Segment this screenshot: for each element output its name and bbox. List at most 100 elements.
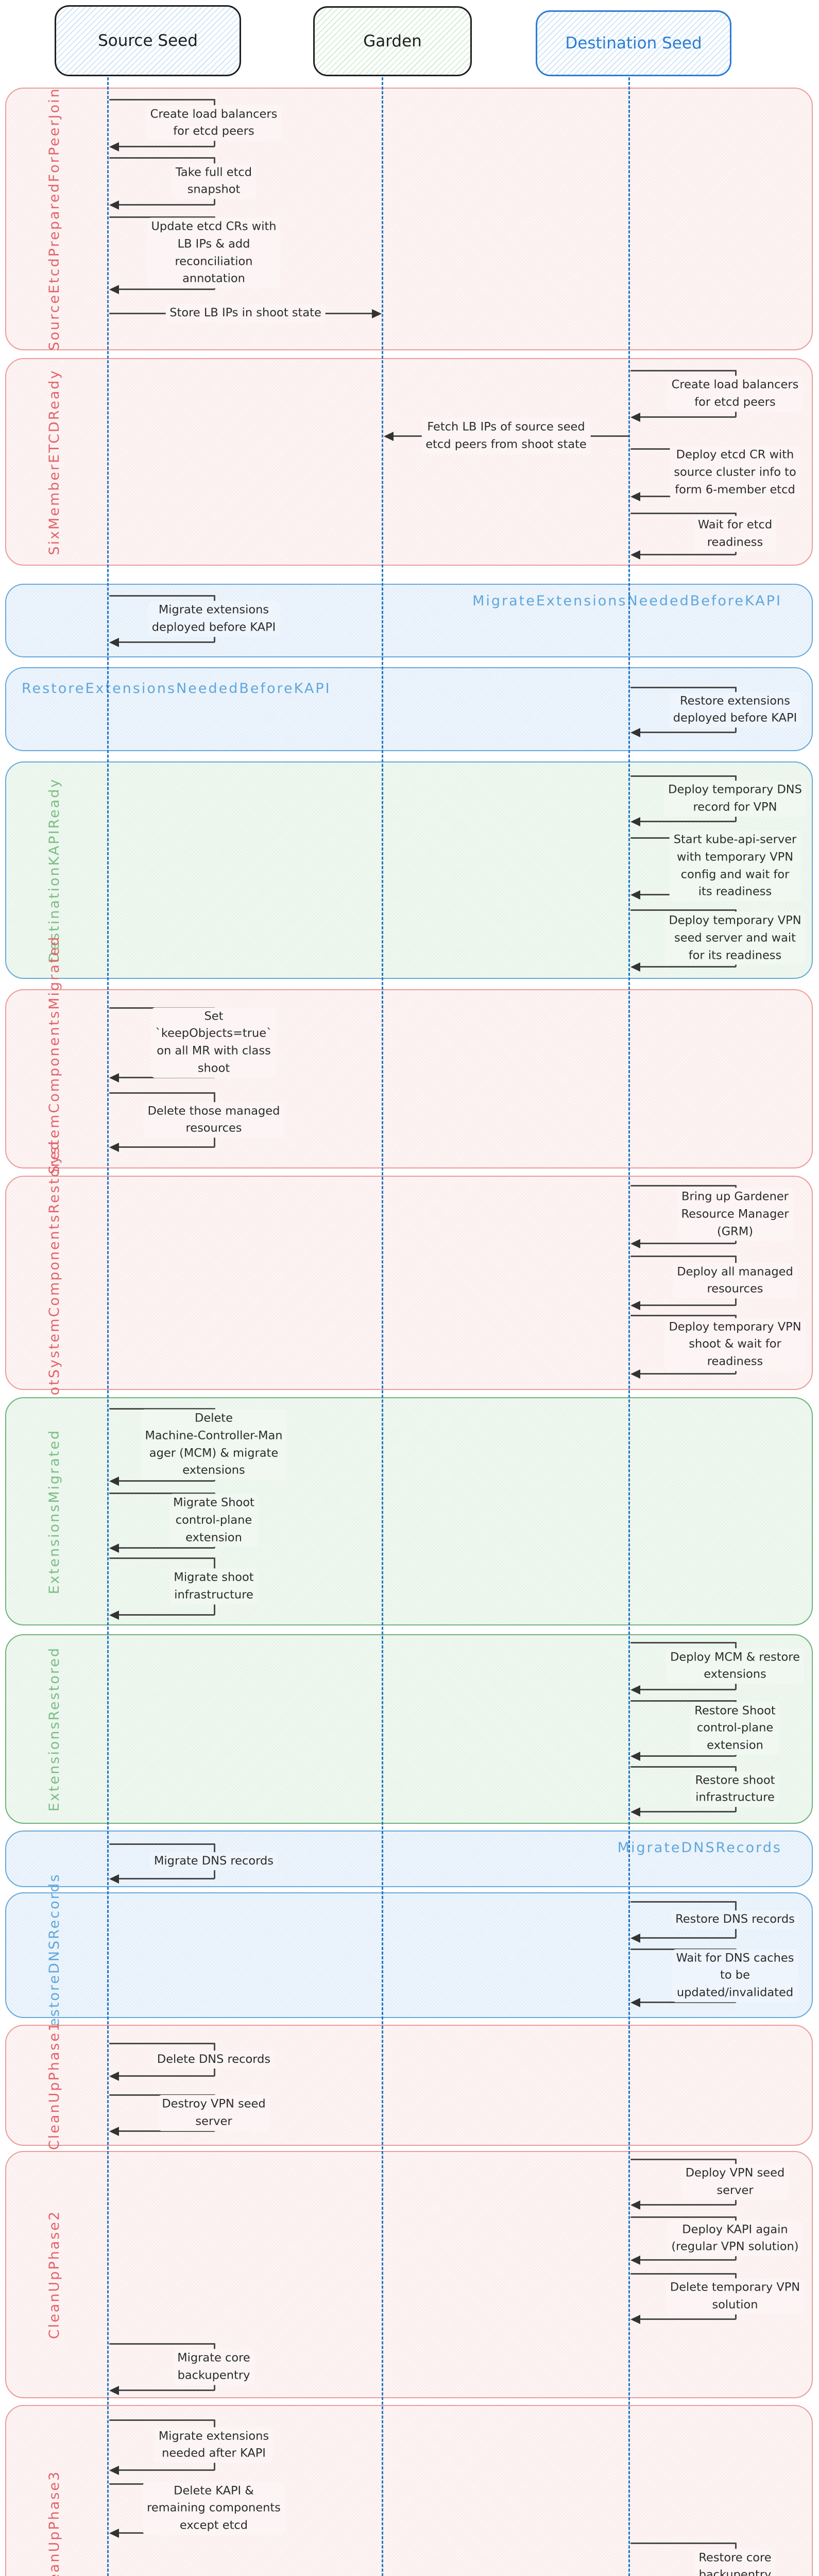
phase-label-restore-dnsrecords: RestoreDNSRecords	[46, 1873, 62, 2038]
arrowhead-icon	[630, 1752, 640, 1761]
lifeline-source	[107, 77, 109, 2576]
arrowhead-icon	[109, 1544, 119, 1553]
self-message-return-line	[640, 554, 736, 555]
self-message-return-line	[640, 1373, 736, 1375]
phase-label-source-etcd-prepared-for-peer-join: SourceEtcdPreparedForPeerJoin	[46, 87, 62, 351]
arrowhead-icon	[109, 2466, 119, 2475]
self-message-out-line	[630, 1185, 736, 1187]
message-text: Update etcd CRs with LB IPs & add reconc…	[147, 217, 281, 289]
actor-source-box: Source Seed	[55, 5, 241, 76]
self-message-return-line	[640, 1689, 736, 1690]
message-text: Deploy KAPI again (regular VPN solution)	[667, 2220, 803, 2257]
self-message-return-line	[640, 966, 736, 968]
phase-label-six-member-etcdready: SixMemberETCDReady	[46, 368, 62, 555]
self-message-return-line	[118, 1878, 215, 1879]
self-message-return-line	[640, 732, 736, 733]
self-message-return-line	[118, 1146, 215, 1148]
phase-label-restore-extensions-needed-before-kapi: RestoreExtensionsNeededBeforeKAPI	[22, 681, 331, 697]
arrowhead-icon	[630, 2200, 640, 2210]
self-message-out-line	[630, 909, 736, 911]
phase-label-extensions-restored: ExtensionsRestored	[46, 1646, 62, 1812]
self-message-out-line	[109, 216, 215, 218]
lifeline-garden	[382, 77, 383, 2576]
arrowhead-icon	[630, 413, 640, 422]
message-text: Migrate Shoot control-plane extension	[169, 1494, 259, 1547]
message-text: Migrate DNS records	[150, 1852, 278, 1871]
self-message-return-line	[640, 1937, 736, 1939]
self-message-out-line	[630, 1256, 736, 1257]
arrowhead-icon	[630, 550, 640, 560]
phase-label-migrate-extensions-needed-before-kapi: MigrateExtensionsNeededBeforeKAPI	[472, 593, 782, 609]
arrowhead-icon	[630, 1807, 640, 1817]
actor-source-label: Source Seed	[98, 31, 198, 50]
arrowhead-icon	[630, 1998, 640, 2007]
message-text: Restore DNS records	[671, 1910, 799, 1929]
arrowhead-icon	[109, 2072, 119, 2081]
self-message-return-line	[118, 2469, 215, 2471]
arrowhead-icon	[630, 728, 640, 737]
actor-garden-label: Garden	[363, 32, 422, 50]
arrowhead-icon	[630, 1685, 640, 1694]
arrowhead-icon	[630, 890, 640, 900]
phase-clean-up-phase1: CleanUpPhase1	[5, 2021, 813, 2150]
message-text: Migrate extensions needed after KAPI	[154, 2427, 274, 2463]
self-message-return-line	[640, 1243, 736, 1244]
arrowhead-icon	[630, 1301, 640, 1310]
message-text: Restore Shoot control-plane extension	[690, 1701, 780, 1755]
message-text: Wait for DNS caches to be updated/invali…	[672, 1948, 798, 2003]
arrowhead-icon	[109, 2386, 119, 2395]
phase-migrate-dnsrecords: MigrateDNSRecords	[5, 1831, 813, 1887]
lifeline-dest	[628, 77, 630, 2576]
message-text: Create load balancers for etcd peers	[146, 105, 282, 141]
self-message-return-line	[118, 2075, 215, 2077]
self-message-return-line	[118, 289, 215, 290]
self-message-return-line	[640, 416, 736, 418]
self-message-out-line	[630, 775, 736, 777]
phase-label-clean-up-phase1: CleanUpPhase1	[46, 2021, 62, 2150]
message-text: Start kube-api-server with temporary VPN…	[669, 831, 801, 902]
message-text: Store LB IPs in shoot state	[165, 304, 326, 323]
arrowhead-icon	[109, 285, 119, 294]
arrowhead-icon	[109, 1143, 119, 1152]
message-text: Deploy temporary VPN seed server and wai…	[664, 911, 806, 965]
message-text: Delete Machine-Controller-Man ager (MCM)…	[141, 1409, 287, 1480]
arrowhead-icon	[109, 2529, 119, 2538]
phase-clean-up-phase2: CleanUpPhase2	[5, 2151, 813, 2398]
arrowhead-icon	[630, 492, 640, 501]
message-text: Migrate extensions deployed before KAPI	[147, 601, 280, 637]
self-message-out-line	[630, 687, 736, 688]
arrowhead-icon	[630, 1934, 640, 1943]
arrowhead-icon	[630, 2256, 640, 2265]
message-text: Restore shoot infrastructure	[691, 1771, 779, 1807]
message-text: Delete DNS records	[152, 2050, 275, 2069]
self-message-out-line	[630, 2543, 736, 2544]
arrowhead-icon	[630, 1369, 640, 1379]
self-message-return-line	[640, 1811, 736, 1812]
self-message-out-line	[109, 1843, 215, 1845]
self-message-out-line	[630, 2216, 736, 2218]
self-message-out-line	[109, 1408, 215, 1410]
arrowhead-icon	[630, 1239, 640, 1248]
arrowhead-icon	[630, 817, 640, 826]
phase-label-extensions-migrated: ExtensionsMigrated	[46, 1429, 62, 1594]
message-text: Migrate shoot infrastructure	[169, 1568, 258, 1604]
self-message-out-line	[109, 1557, 215, 1559]
self-message-return-line	[640, 2204, 736, 2206]
arrowhead-icon	[372, 309, 382, 318]
message-text: Set `keepObjects=true` on all MR with cl…	[151, 1007, 277, 1078]
phase-label-clean-up-phase2: CleanUpPhase2	[46, 2210, 62, 2340]
arrowhead-icon	[109, 2127, 119, 2136]
message-text: Deploy MCM & restore extensions	[666, 1648, 804, 1684]
phase-extensions-migrated: ExtensionsMigrated	[5, 1397, 813, 1625]
self-message-return-line	[118, 1614, 215, 1616]
arrowhead-icon	[630, 2315, 640, 2324]
self-message-out-line	[630, 1315, 736, 1316]
self-message-return-line	[640, 1755, 736, 1757]
message-text: Migrate core backupentry	[173, 2349, 254, 2385]
arrowhead-icon	[109, 1874, 119, 1884]
message-text: Delete KAPI & remaining components excep…	[143, 2481, 285, 2535]
self-message-return-line	[640, 2002, 736, 2003]
message-text: Deploy temporary VPN shoot & wait for re…	[664, 1317, 806, 1371]
self-message-return-line	[640, 821, 736, 822]
